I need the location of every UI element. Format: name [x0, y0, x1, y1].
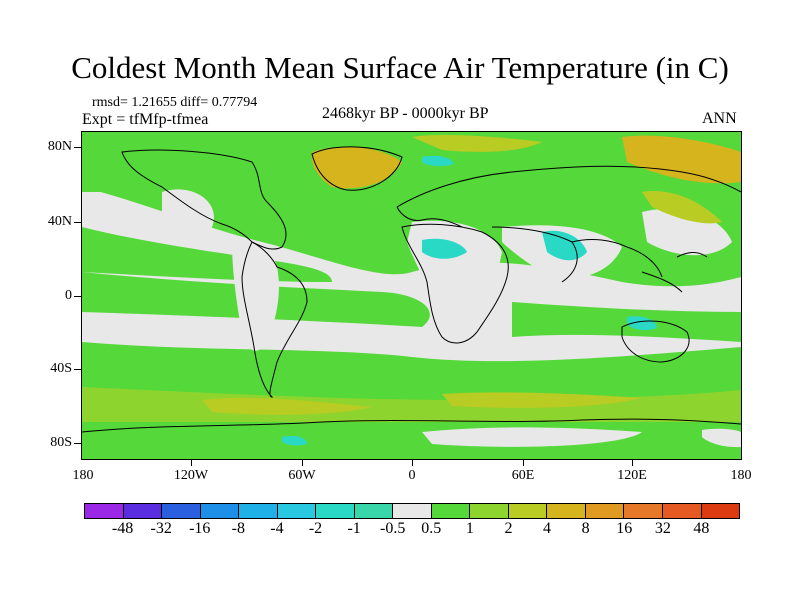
lon-label-120e: 120E — [617, 468, 647, 483]
colorbar-box — [701, 504, 740, 518]
period-label: 2468kyr BP - 0000kyr BP — [322, 105, 489, 122]
lon-label-60w: 60W — [288, 468, 316, 483]
lon-tick — [412, 460, 413, 466]
lon-tick — [302, 460, 303, 466]
stats-text: rmsd= 1.21655 diff= 0.77794 — [92, 95, 258, 110]
colorbar-box — [431, 504, 471, 518]
colorbar-label: 16 — [616, 520, 633, 537]
colorbar-box — [162, 504, 201, 518]
colorbar-label: 32 — [654, 520, 671, 537]
colorbar-box — [508, 504, 548, 518]
colorbar — [84, 503, 740, 519]
colorbar-label: -0.5 — [380, 520, 406, 537]
lat-label-80n: 80N — [47, 139, 72, 154]
lat-label-40s: 40S — [50, 361, 72, 376]
colorbar-box — [354, 504, 394, 518]
lat-label-80s: 80S — [50, 435, 72, 450]
lat-tick — [74, 147, 81, 148]
colorbar-label: -1 — [347, 520, 361, 537]
lon-label-0: 0 — [408, 468, 416, 483]
colorbar-box — [624, 504, 663, 518]
colorbar-box — [662, 504, 702, 518]
colorbar-label: 1 — [465, 520, 474, 537]
lat-tick — [74, 296, 81, 297]
experiment-label: Expt = tfMfp-tfmea — [82, 111, 209, 128]
lat-tick — [74, 369, 81, 370]
colorbar-box — [547, 504, 586, 518]
lon-label-180w: 180 — [72, 468, 94, 483]
colorbar-box — [393, 504, 432, 518]
colorbar-label: -8 — [231, 520, 246, 537]
colorbar-box — [200, 504, 240, 518]
lon-label-60e: 60E — [511, 468, 535, 483]
colorbar-box — [585, 504, 625, 518]
colorbar-label: 48 — [693, 520, 710, 537]
lon-tick — [191, 460, 192, 466]
lat-label-40n: 40N — [47, 214, 72, 229]
colorbar-label: 0.5 — [421, 520, 442, 537]
lat-tick — [74, 443, 81, 444]
map-title: Coldest Month Mean Surface Air Temperatu… — [71, 50, 729, 85]
lon-label-180e: 180 — [730, 468, 752, 483]
colorbar-box — [123, 504, 163, 518]
coastlines — [82, 146, 741, 433]
lat-tick — [74, 222, 81, 223]
colorbar-label: -32 — [150, 520, 172, 537]
colorbar-box — [316, 504, 355, 518]
lon-label-120w: 120W — [173, 468, 209, 483]
colorbar-label: 2 — [504, 520, 513, 537]
anomaly-field — [82, 132, 741, 459]
colorbar-label: 4 — [543, 520, 552, 537]
colorbar-label: -2 — [308, 520, 323, 537]
colorbar-label: 8 — [581, 520, 590, 537]
map-canvas — [82, 132, 741, 459]
colorbar-label: -48 — [111, 520, 134, 537]
colorbar-label: -4 — [270, 520, 284, 537]
colorbar-label: -16 — [189, 520, 211, 537]
lon-tick — [523, 460, 524, 466]
colorbar-box — [85, 504, 124, 518]
season-label: ANN — [702, 110, 737, 127]
colorbar-box — [277, 504, 317, 518]
lat-label-0: 0 — [65, 288, 72, 303]
colorbar-box — [239, 504, 278, 518]
colorbar-box — [470, 504, 509, 518]
lon-tick — [632, 460, 633, 466]
world-map — [81, 131, 742, 460]
